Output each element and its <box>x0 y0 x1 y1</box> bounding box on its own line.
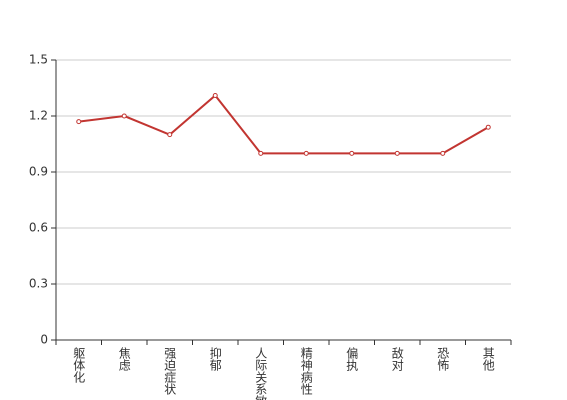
x-tick-label: 敌对 <box>390 346 404 371</box>
point <box>485 124 491 130</box>
point <box>440 150 446 156</box>
y-tick-label: 1.2 <box>29 109 48 123</box>
x-tick-label: 恐怖 <box>436 347 450 371</box>
point <box>212 92 218 98</box>
point <box>121 113 127 119</box>
y-tick-label: 0 <box>40 333 48 347</box>
point <box>167 132 173 138</box>
x-tick-label: 其他 <box>481 347 495 371</box>
y-tick-label: 0.3 <box>29 277 48 291</box>
x-tick-label: 躯体化 <box>72 346 86 384</box>
point <box>258 150 264 156</box>
point <box>394 150 400 156</box>
x-tick-label: 精神病性 <box>299 347 313 396</box>
y-tick-label: 0.9 <box>29 165 48 179</box>
line <box>78 94 489 155</box>
point <box>349 150 355 156</box>
x-tick-label: 人际关系敏感 <box>254 347 268 400</box>
x-tick-label: 强迫症状 <box>163 347 177 395</box>
x-tick-label: 偏执 <box>345 346 359 372</box>
point <box>76 119 82 125</box>
x-tick-label: 焦虑 <box>117 347 131 371</box>
x-tick-label: 抑郁 <box>208 346 222 372</box>
y-tick-label: 1.5 <box>29 53 48 67</box>
y-tick-label: 0.6 <box>29 221 48 235</box>
point <box>303 150 309 156</box>
